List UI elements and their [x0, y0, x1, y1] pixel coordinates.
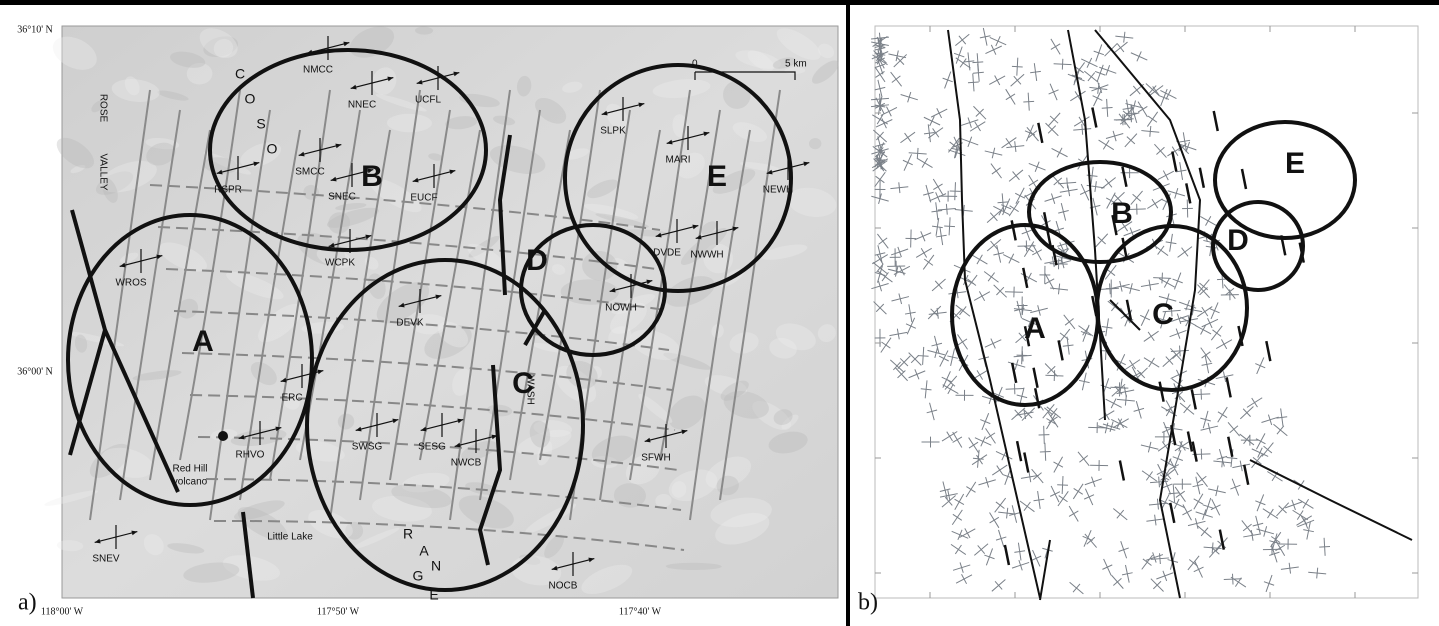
station-label: NWCB	[451, 458, 482, 469]
stress-cross	[1102, 108, 1113, 109]
coso-letter: S	[256, 116, 265, 132]
station-label: SWSG	[352, 442, 383, 453]
station-label: SLPK	[600, 126, 626, 137]
circle-letter: D	[1227, 224, 1249, 257]
place-label: ROSE	[97, 94, 108, 123]
lon-label: 117°40' W	[619, 606, 662, 617]
stress-cross	[1062, 59, 1063, 70]
panel-label: a)	[18, 590, 37, 616]
circle-letter: D	[526, 244, 548, 277]
circle-letter: A	[1024, 312, 1046, 345]
circle-letter: C	[1152, 298, 1174, 331]
place-label: VALLEY	[97, 153, 108, 190]
station-label: WCPK	[325, 258, 355, 269]
coso-letter: C	[235, 66, 245, 82]
lon-label: 117°50' W	[317, 606, 360, 617]
divider	[846, 0, 850, 626]
station-label: RHVO	[236, 450, 265, 461]
top-border	[0, 0, 1439, 5]
station-label: SFWH	[641, 453, 670, 464]
lat-label: 36°00' N	[17, 366, 53, 377]
station-label: NNEC	[348, 100, 376, 111]
station-label: ERC	[281, 393, 302, 404]
station-label: MARI	[666, 155, 691, 166]
station-label: NOWH	[605, 303, 637, 314]
stress-cross	[1319, 547, 1330, 548]
place-label: Little Lake	[267, 532, 313, 543]
lat-label: 36°10' N	[17, 24, 53, 35]
coso-letter: O	[245, 91, 256, 107]
range-letter: G	[413, 568, 424, 584]
volcano-marker	[218, 431, 228, 441]
circle-letter: B	[1111, 197, 1133, 230]
range-letter: N	[431, 558, 441, 574]
station-label: DVDE	[653, 248, 681, 259]
scale-length: 5 km	[785, 59, 807, 70]
place-label: WASH	[524, 375, 535, 405]
circle-letter: B	[361, 160, 383, 193]
station-label: SNEC	[328, 192, 356, 203]
figure: 05 kmNMCCNNECUCFLRSPRSMCCSNECEUCFWCPKWRO…	[0, 0, 1439, 626]
station-label: SNEV	[92, 554, 120, 565]
range-letter: E	[429, 587, 438, 603]
station-label: WROS	[115, 278, 146, 289]
range-letter: R	[403, 526, 413, 542]
station-label: NWWH	[690, 250, 723, 261]
map-b	[875, 26, 1418, 598]
lon-label: 118°00' W	[41, 606, 84, 617]
stress-cross	[944, 226, 955, 227]
stress-cross	[1162, 273, 1163, 284]
station-label: EUCF	[410, 193, 437, 204]
place-label: Red Hill	[172, 464, 207, 475]
scale-zero: 0	[692, 59, 698, 70]
range-letter: A	[419, 543, 429, 559]
panel-label: b)	[858, 590, 878, 616]
station-label: SMCC	[295, 167, 324, 178]
place-label: volcano	[173, 477, 208, 488]
stress-cross	[1023, 101, 1034, 102]
station-label: SESG	[418, 442, 446, 453]
stress-cross	[918, 356, 929, 357]
coso-letter: O	[267, 141, 278, 157]
station-label: RSPR	[214, 185, 242, 196]
stress-cross	[1233, 574, 1234, 585]
stress-cross	[1012, 66, 1023, 67]
station-label: NOCB	[549, 581, 578, 592]
station-label: NEWH	[763, 185, 794, 196]
station-label: DEVK	[396, 318, 424, 329]
circle-letter: A	[192, 325, 214, 358]
circle-letter: E	[707, 160, 727, 193]
station-label: NMCC	[303, 65, 333, 76]
circle-letter: E	[1285, 147, 1305, 180]
station-label: UCFL	[415, 95, 442, 106]
